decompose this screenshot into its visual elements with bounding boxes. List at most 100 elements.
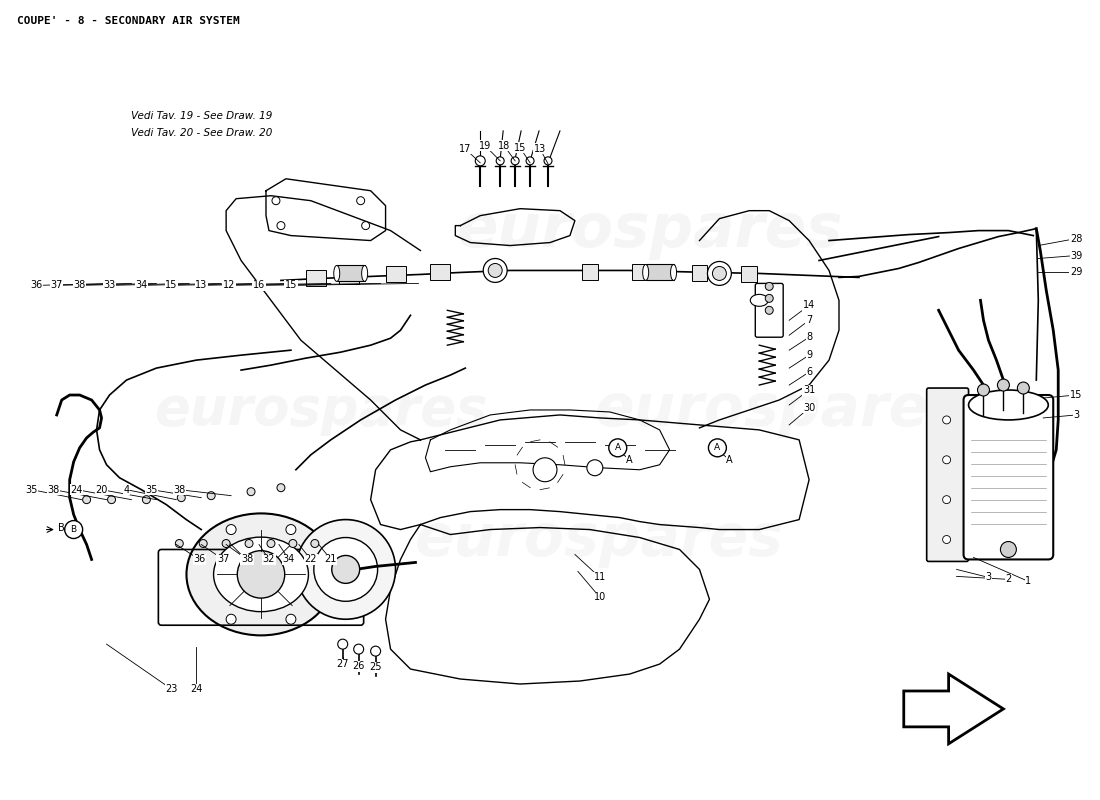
Circle shape <box>238 550 285 598</box>
Ellipse shape <box>333 266 340 282</box>
Text: 37: 37 <box>217 554 229 565</box>
Circle shape <box>356 197 364 205</box>
Circle shape <box>708 439 726 457</box>
Circle shape <box>943 416 950 424</box>
FancyBboxPatch shape <box>926 388 968 562</box>
Circle shape <box>943 535 950 543</box>
Circle shape <box>766 306 773 314</box>
Text: 34: 34 <box>283 554 295 565</box>
Text: 4: 4 <box>123 485 130 494</box>
Bar <box>337 266 364 282</box>
Bar <box>430 265 450 281</box>
Text: A: A <box>714 443 720 452</box>
Text: 3: 3 <box>1074 410 1079 420</box>
Circle shape <box>544 157 552 165</box>
Text: 13: 13 <box>195 280 207 290</box>
Circle shape <box>496 157 504 165</box>
Text: eurospares: eurospares <box>595 382 964 438</box>
Text: 30: 30 <box>803 403 815 413</box>
Text: 22: 22 <box>305 554 317 565</box>
Text: A: A <box>726 454 733 465</box>
Text: 20: 20 <box>96 485 108 494</box>
Text: 16: 16 <box>253 280 265 290</box>
Bar <box>386 266 406 282</box>
Circle shape <box>943 456 950 464</box>
Circle shape <box>483 258 507 282</box>
Text: 15: 15 <box>165 280 177 290</box>
Text: 23: 23 <box>165 684 177 694</box>
Text: 38: 38 <box>241 554 253 565</box>
Polygon shape <box>904 674 1003 744</box>
Bar <box>741 266 757 282</box>
Circle shape <box>1000 542 1016 558</box>
Ellipse shape <box>187 514 336 635</box>
Circle shape <box>1018 382 1030 394</box>
Text: 31: 31 <box>803 385 815 395</box>
Text: eurospares: eurospares <box>416 511 784 568</box>
Circle shape <box>526 157 535 165</box>
Circle shape <box>82 496 90 504</box>
Text: 12: 12 <box>223 280 235 290</box>
Circle shape <box>354 644 364 654</box>
Text: 18: 18 <box>498 141 510 151</box>
Text: 13: 13 <box>534 144 547 154</box>
Text: 32: 32 <box>263 554 275 565</box>
Text: 26: 26 <box>352 661 365 671</box>
Text: 24: 24 <box>70 485 82 494</box>
Bar <box>692 266 707 282</box>
Bar <box>306 270 326 286</box>
Text: 3: 3 <box>986 572 991 582</box>
Circle shape <box>488 263 503 278</box>
Text: 35: 35 <box>145 485 157 494</box>
Text: 33: 33 <box>103 280 116 290</box>
Circle shape <box>267 539 275 547</box>
Bar <box>339 269 359 285</box>
Circle shape <box>272 197 279 205</box>
Text: 39: 39 <box>1070 250 1082 261</box>
Circle shape <box>713 266 726 281</box>
Circle shape <box>277 484 285 492</box>
Text: 36: 36 <box>194 554 206 565</box>
Bar <box>646 265 673 281</box>
Circle shape <box>943 496 950 504</box>
FancyBboxPatch shape <box>756 283 783 338</box>
Text: 15: 15 <box>514 143 526 153</box>
Circle shape <box>608 439 627 457</box>
Circle shape <box>332 555 360 583</box>
Text: 17: 17 <box>459 144 472 154</box>
Circle shape <box>222 539 230 547</box>
Circle shape <box>227 614 236 624</box>
Text: 10: 10 <box>594 592 606 602</box>
Circle shape <box>587 460 603 476</box>
Circle shape <box>314 538 377 602</box>
Text: 38: 38 <box>47 485 59 494</box>
Ellipse shape <box>642 265 649 281</box>
Text: 24: 24 <box>190 684 202 694</box>
Text: 29: 29 <box>1070 267 1082 278</box>
Circle shape <box>362 222 370 230</box>
Text: 37: 37 <box>51 280 63 290</box>
Text: 19: 19 <box>480 141 492 151</box>
Circle shape <box>512 157 519 165</box>
Text: 25: 25 <box>370 662 382 672</box>
Text: A: A <box>626 454 632 465</box>
Circle shape <box>998 379 1010 391</box>
Ellipse shape <box>750 294 768 306</box>
Text: 38: 38 <box>173 485 186 494</box>
Circle shape <box>766 282 773 290</box>
Circle shape <box>286 525 296 534</box>
Text: Vedi Tav. 20 - See Draw. 20: Vedi Tav. 20 - See Draw. 20 <box>132 128 273 138</box>
Text: 27: 27 <box>337 659 349 669</box>
Text: 15: 15 <box>285 280 297 290</box>
Text: COUPE' - 8 - SECONDARY AIR SYSTEM: COUPE' - 8 - SECONDARY AIR SYSTEM <box>16 16 240 26</box>
Circle shape <box>199 539 207 547</box>
Circle shape <box>296 519 396 619</box>
Text: 21: 21 <box>324 554 337 565</box>
Text: A: A <box>615 443 620 452</box>
Text: 28: 28 <box>1070 234 1082 243</box>
Circle shape <box>142 496 151 504</box>
Circle shape <box>338 639 348 649</box>
Text: 34: 34 <box>135 280 147 290</box>
Text: 15: 15 <box>1070 390 1082 400</box>
Ellipse shape <box>671 265 676 281</box>
